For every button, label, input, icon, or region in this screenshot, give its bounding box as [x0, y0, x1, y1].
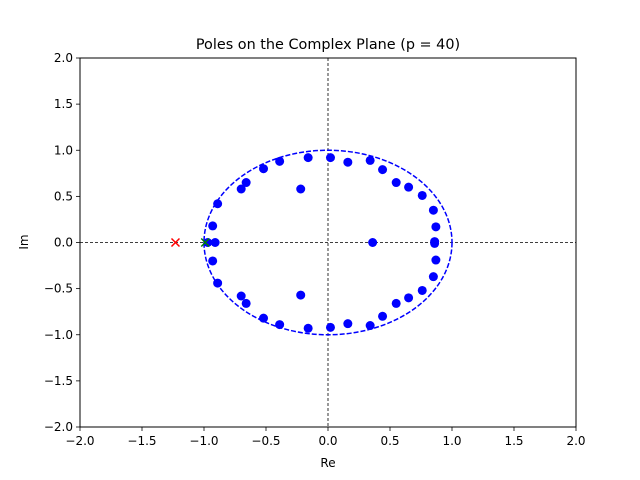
y-tick-label: 1.5: [54, 97, 73, 111]
y-tick-label: 0.5: [54, 189, 73, 203]
y-tick-label: 2.0: [54, 51, 73, 65]
pole-marker: [417, 285, 427, 295]
pole-marker: [378, 165, 388, 175]
x-tick-label: 1.5: [504, 434, 523, 448]
pole-marker: [325, 153, 335, 163]
pole-marker: [275, 320, 285, 330]
plot-area: −2.0 −1.5 −1.0 −0.5 0.0 0.5 1.0 1.5 2.0 −2.0 −1.5 −…: [44, 51, 586, 448]
pole-marker: [210, 238, 220, 247]
pole-marker: [259, 164, 269, 174]
pole-marker: [241, 298, 251, 308]
pole-marker: [431, 222, 441, 232]
x-axis-title: Re: [320, 456, 335, 470]
x-tick-label: −2.0: [65, 434, 94, 448]
pole-marker: [325, 322, 335, 332]
x-tick-label: 0.5: [380, 434, 399, 448]
pole-marker: [208, 221, 218, 231]
pole-marker: [431, 255, 441, 265]
pole-marker: [417, 190, 427, 200]
pole-marker: [343, 157, 353, 167]
pole-marker: [343, 319, 353, 329]
x-tick-label: −0.5: [251, 434, 280, 448]
pole-marker: [236, 291, 246, 301]
pole-marker: [428, 272, 438, 282]
pole-marker: [275, 156, 285, 166]
y-tick-label: −2.0: [44, 420, 73, 434]
pole-marker: [208, 256, 218, 266]
unit-circle: [203, 149, 453, 336]
pole-marker: [213, 278, 223, 288]
pole-marker: [428, 205, 438, 215]
y-tick-label: −0.5: [44, 282, 73, 296]
pole-marker: [203, 238, 213, 247]
chart-title: Poles on the Complex Plane (p = 40): [196, 37, 460, 53]
x-tick-label: 1.0: [442, 434, 461, 448]
y-tick-label: −1.0: [44, 328, 73, 342]
pole-marker: [365, 321, 375, 331]
pole-marker: [259, 313, 269, 323]
pole-marker: [365, 155, 375, 165]
cross-marker: [200, 237, 210, 248]
pole-marker: [213, 199, 223, 209]
pole-marker: [391, 178, 401, 188]
pole-marker: [404, 293, 414, 303]
pole-marker: [404, 182, 414, 192]
pole-marker: [296, 290, 306, 300]
x-tick-label: 0.0: [318, 434, 337, 448]
pole-marker: [378, 311, 388, 321]
pole-marker: [241, 178, 251, 188]
x-tick-label: 2.0: [566, 434, 585, 448]
pole-marker: [296, 184, 306, 194]
pole-marker: [236, 184, 246, 194]
pole-marker: [391, 298, 401, 308]
pole-marker: [303, 153, 313, 163]
y-tick-label: 1.0: [54, 143, 73, 157]
y-axis-title: Im: [17, 234, 31, 249]
y-tick-label: −1.5: [44, 374, 73, 388]
x-tick-label: −1.5: [127, 434, 156, 448]
pole-marker: [303, 323, 313, 333]
cross-marker: [170, 237, 181, 248]
pole-marker: [368, 238, 378, 247]
y-tick-label: 0.0: [54, 236, 73, 250]
x-tick-label: −1.0: [189, 434, 218, 448]
pole-marker: [430, 238, 440, 248]
